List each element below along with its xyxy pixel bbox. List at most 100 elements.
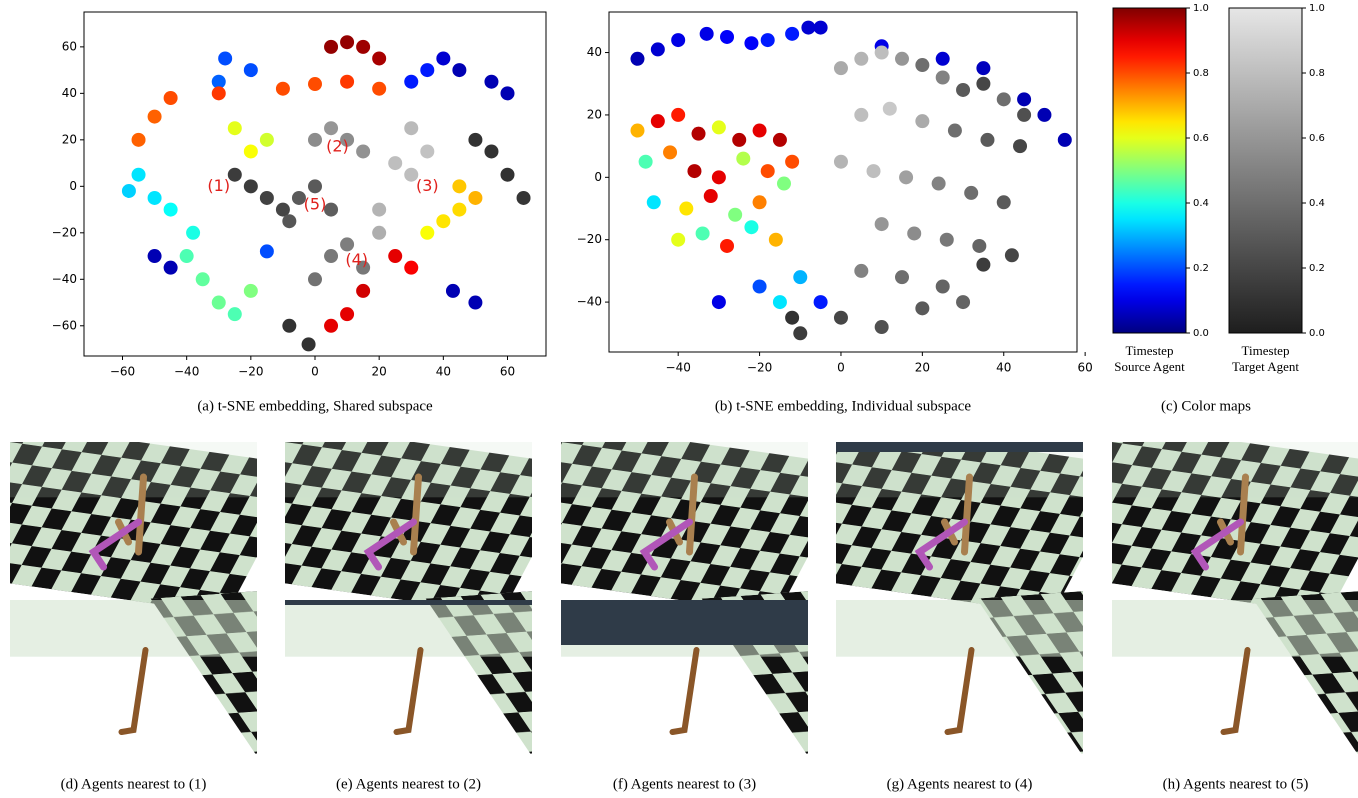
- agent-leg: [1190, 518, 1244, 571]
- x-tick-label: 40: [436, 365, 451, 379]
- colorbar-label: Source Agent: [1114, 359, 1185, 374]
- colorbar: [1228, 7, 1303, 334]
- point: [131, 132, 146, 147]
- point: [121, 183, 136, 198]
- point: [186, 225, 201, 240]
- x-tick-label: 60: [1077, 361, 1092, 375]
- annotation: (4): [345, 250, 368, 269]
- point: [711, 295, 726, 310]
- y-tick-label: −20: [577, 232, 602, 246]
- point: [760, 164, 775, 179]
- y-tick-label: −40: [52, 272, 77, 286]
- y-tick-label: 20: [62, 132, 77, 146]
- point: [500, 86, 515, 101]
- point: [976, 61, 991, 76]
- point: [468, 295, 483, 310]
- point: [372, 225, 387, 240]
- point: [211, 74, 226, 89]
- image-panel: [836, 442, 1083, 754]
- y-tick-label: 20: [587, 107, 602, 121]
- point: [813, 20, 828, 35]
- haze: [1112, 600, 1358, 657]
- point: [147, 109, 162, 124]
- colorbar-label: Timestep: [1126, 343, 1174, 358]
- haze: [10, 442, 257, 498]
- x-tick-label: −40: [666, 361, 691, 375]
- point: [695, 226, 710, 241]
- point: [699, 26, 714, 41]
- point: [211, 295, 226, 310]
- floor: [836, 442, 1083, 614]
- tick-label: 0.6: [1193, 133, 1209, 144]
- point: [964, 185, 979, 200]
- point: [131, 167, 146, 182]
- point: [340, 35, 355, 50]
- agent-target: [118, 647, 149, 735]
- point: [728, 207, 743, 222]
- point: [163, 260, 178, 275]
- point: [976, 76, 991, 91]
- point: [243, 144, 258, 159]
- point: [147, 190, 162, 205]
- haze: [285, 600, 532, 657]
- agent-leg: [639, 518, 693, 571]
- point: [243, 283, 258, 298]
- y-tick-label: 60: [62, 39, 77, 53]
- point: [776, 176, 791, 191]
- caption: (c) Color maps: [1161, 398, 1251, 414]
- point: [356, 39, 371, 54]
- x-tick-label: 0: [311, 365, 319, 379]
- caption: (d) Agents nearest to (1): [61, 776, 207, 792]
- colorbar: [1112, 7, 1187, 334]
- point: [1037, 107, 1052, 122]
- sky: [561, 600, 808, 645]
- point: [1057, 132, 1072, 147]
- point: [484, 144, 499, 159]
- point: [163, 202, 178, 217]
- point: [468, 132, 483, 147]
- colorbar-label: Timestep: [1242, 343, 1290, 358]
- point: [340, 74, 355, 89]
- annotation: (1): [207, 176, 230, 195]
- image-panel: [10, 442, 257, 754]
- x-tick-label: −40: [174, 365, 199, 379]
- point: [720, 238, 735, 253]
- x-tick-label: −20: [238, 365, 263, 379]
- caption: (g) Agents nearest to (4): [887, 776, 1033, 792]
- caption: (a) t-SNE embedding, Shared subspace: [197, 398, 433, 414]
- x-tick-label: 60: [500, 365, 515, 379]
- x-tick-label: −60: [110, 365, 135, 379]
- point: [484, 74, 499, 89]
- point: [703, 189, 718, 204]
- image-panel: [561, 442, 808, 754]
- point: [468, 190, 483, 205]
- point: [931, 176, 946, 191]
- point: [147, 249, 162, 264]
- point: [711, 170, 726, 185]
- point: [687, 164, 702, 179]
- point: [939, 232, 954, 247]
- point: [679, 201, 694, 216]
- point: [301, 337, 316, 352]
- point: [404, 121, 419, 136]
- image-panel: [1112, 442, 1358, 754]
- point: [282, 318, 297, 333]
- point: [801, 20, 816, 35]
- point: [259, 132, 274, 147]
- point: [833, 310, 848, 325]
- sky: [285, 600, 532, 605]
- point: [744, 36, 759, 51]
- haze: [836, 600, 1083, 657]
- point: [452, 202, 467, 217]
- point: [915, 58, 930, 73]
- agent-leg: [363, 518, 417, 571]
- point: [854, 107, 869, 122]
- point: [227, 121, 242, 136]
- point: [243, 179, 258, 194]
- haze: [561, 442, 808, 498]
- point: [895, 51, 910, 66]
- point: [711, 120, 726, 135]
- point: [663, 145, 678, 160]
- point: [372, 202, 387, 217]
